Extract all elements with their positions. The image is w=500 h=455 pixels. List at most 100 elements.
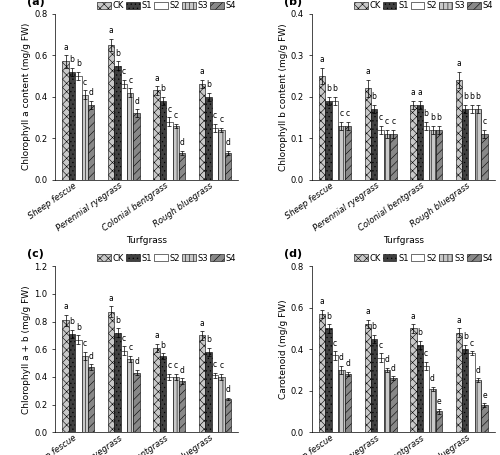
Bar	[371, 339, 378, 432]
Bar	[456, 80, 462, 180]
Bar	[378, 358, 384, 432]
Legend: CK, S1, S2, S3, S4: CK, S1, S2, S3, S4	[94, 0, 240, 14]
Text: a: a	[456, 59, 462, 68]
Text: b: b	[326, 84, 331, 93]
Text: c: c	[168, 361, 172, 370]
Text: b: b	[430, 113, 435, 122]
Bar	[344, 126, 351, 180]
Text: c: c	[424, 349, 428, 358]
Bar	[172, 377, 179, 432]
Text: b: b	[418, 328, 422, 337]
Text: b: b	[160, 84, 166, 93]
Bar	[326, 101, 332, 180]
Text: d: d	[88, 352, 94, 361]
Text: a: a	[154, 331, 159, 340]
Text: c: c	[122, 334, 126, 343]
Bar	[416, 105, 423, 180]
Bar	[436, 411, 442, 432]
Bar	[69, 334, 75, 432]
Text: b: b	[463, 92, 468, 101]
Bar	[332, 101, 338, 180]
Text: b: b	[70, 317, 74, 326]
Bar	[390, 378, 396, 432]
Bar	[82, 356, 88, 432]
Bar	[436, 130, 442, 180]
Text: d: d	[226, 138, 230, 147]
Text: d: d	[226, 385, 230, 394]
Bar	[224, 153, 231, 180]
Bar	[160, 356, 166, 432]
Text: b: b	[115, 49, 120, 58]
Text: a: a	[200, 67, 204, 76]
Text: c: c	[82, 78, 87, 87]
Bar	[462, 349, 468, 432]
Text: b: b	[476, 92, 480, 101]
Text: c: c	[213, 111, 217, 120]
Text: (d): (d)	[284, 249, 302, 259]
Text: b: b	[463, 333, 468, 341]
Bar	[62, 320, 68, 432]
Text: d: d	[180, 366, 184, 374]
Bar	[199, 84, 205, 180]
Bar	[430, 389, 436, 432]
Bar	[82, 95, 88, 180]
Text: a: a	[456, 316, 462, 325]
Text: a: a	[411, 88, 416, 97]
Text: d: d	[180, 138, 184, 147]
Bar	[179, 381, 186, 432]
Text: c: c	[470, 339, 474, 348]
Bar	[468, 354, 475, 432]
Bar	[475, 109, 482, 180]
Bar	[75, 76, 82, 180]
Text: a: a	[320, 55, 324, 64]
Text: b: b	[436, 113, 442, 122]
Bar	[108, 45, 114, 180]
Bar	[166, 121, 172, 180]
Bar	[218, 377, 224, 432]
Bar	[378, 130, 384, 180]
Text: c: c	[346, 109, 350, 118]
Bar	[326, 329, 332, 432]
Text: b: b	[332, 84, 338, 93]
Bar	[475, 380, 482, 432]
Bar	[456, 333, 462, 432]
Text: c: c	[385, 117, 389, 126]
Bar	[410, 105, 416, 180]
Bar	[344, 374, 351, 432]
Bar	[134, 373, 140, 432]
Bar	[212, 128, 218, 180]
Text: c: c	[482, 117, 486, 126]
Bar	[384, 370, 390, 432]
Text: e: e	[482, 390, 487, 399]
Bar	[481, 405, 488, 432]
Text: a: a	[63, 302, 68, 311]
Bar	[332, 355, 338, 432]
Text: c: c	[174, 361, 178, 370]
Text: b: b	[70, 55, 74, 64]
Bar	[338, 370, 344, 432]
Bar	[114, 333, 120, 432]
Bar	[62, 61, 68, 180]
Bar	[371, 109, 378, 180]
Bar	[166, 377, 172, 432]
Text: d: d	[430, 374, 435, 383]
Bar	[127, 359, 134, 432]
Text: c: c	[122, 67, 126, 76]
Text: c: c	[128, 344, 132, 353]
Bar	[481, 134, 488, 180]
Text: b: b	[372, 92, 376, 101]
Bar	[127, 92, 134, 180]
Text: a: a	[108, 293, 114, 303]
Bar	[114, 66, 120, 180]
Text: a: a	[366, 67, 370, 76]
Bar	[179, 153, 186, 180]
Text: b: b	[115, 316, 120, 325]
Bar	[134, 113, 140, 180]
Bar	[468, 109, 475, 180]
Bar	[224, 399, 231, 432]
Y-axis label: Carotenoid (mg/g FW): Carotenoid (mg/g FW)	[279, 299, 288, 399]
Bar	[206, 352, 212, 432]
Legend: CK, S1, S2, S3, S4: CK, S1, S2, S3, S4	[351, 250, 496, 266]
Bar	[212, 375, 218, 432]
Bar	[462, 109, 468, 180]
